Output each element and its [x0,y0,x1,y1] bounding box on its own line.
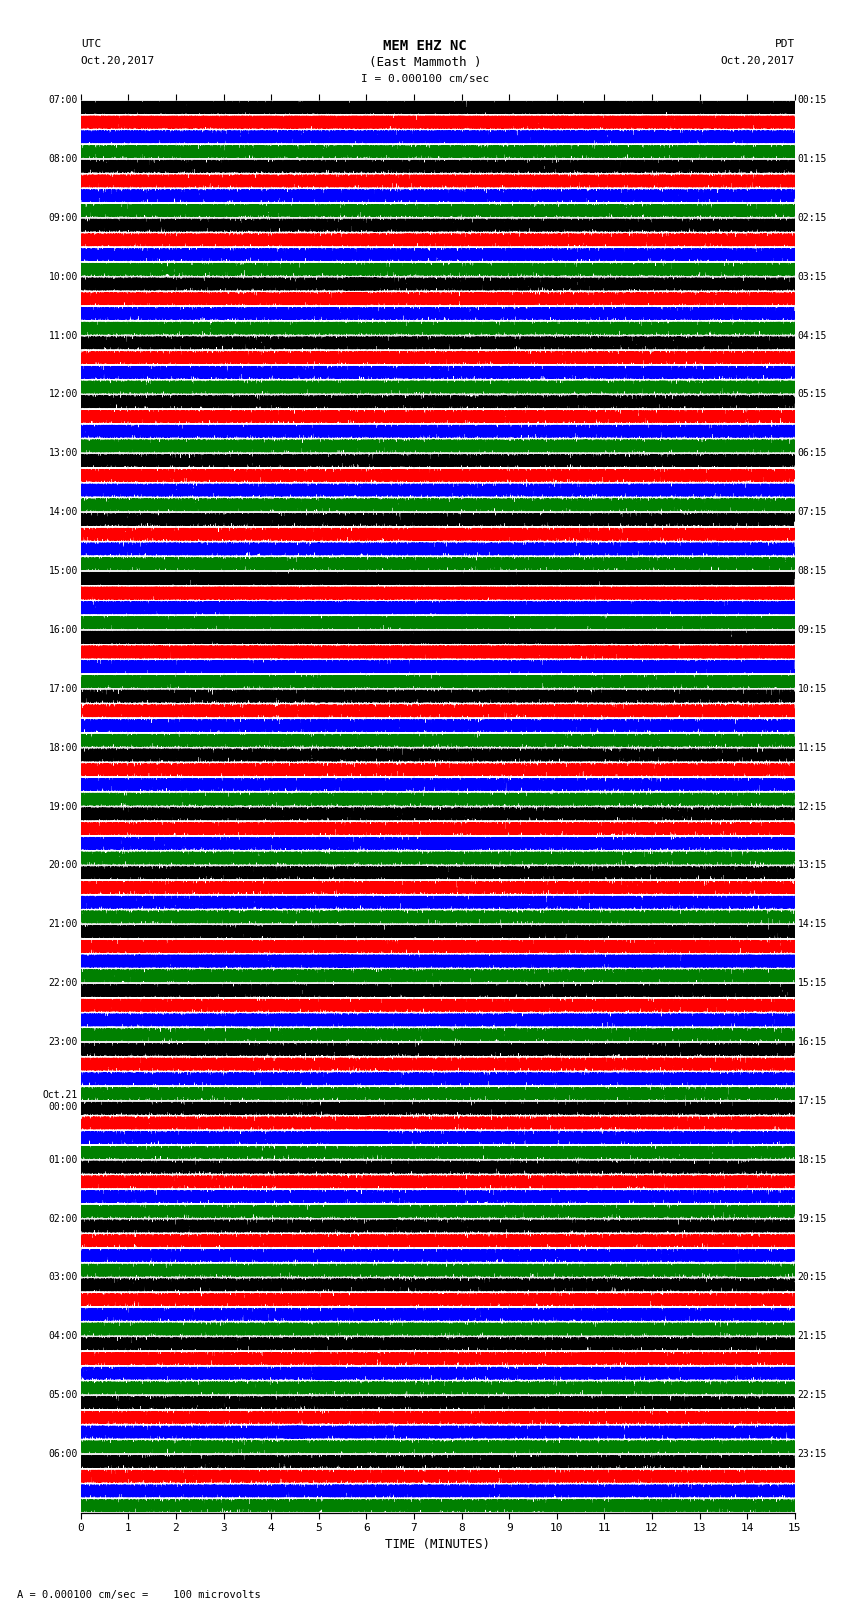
Text: I = 0.000100 cm/sec: I = 0.000100 cm/sec [361,74,489,84]
Text: Oct.20,2017: Oct.20,2017 [81,56,155,66]
Text: Oct.20,2017: Oct.20,2017 [721,56,795,66]
Text: UTC: UTC [81,39,101,48]
Text: MEM EHZ NC: MEM EHZ NC [383,39,467,53]
Text: (East Mammoth ): (East Mammoth ) [369,56,481,69]
Text: A = 0.000100 cm/sec =    100 microvolts: A = 0.000100 cm/sec = 100 microvolts [17,1590,261,1600]
Text: PDT: PDT [774,39,795,48]
X-axis label: TIME (MINUTES): TIME (MINUTES) [385,1537,490,1550]
